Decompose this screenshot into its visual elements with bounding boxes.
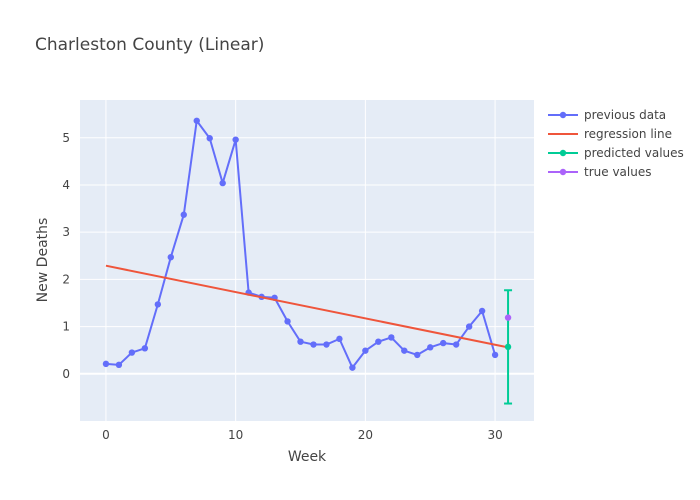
x-axis-title: Week (288, 449, 327, 465)
x-tick-label: 0 (102, 428, 110, 442)
previous-data-point (452, 341, 460, 348)
legend-label: predicted values (584, 146, 684, 160)
legend[interactable]: previous data regression line predicted va… (548, 108, 684, 179)
previous-data-point (427, 344, 434, 351)
chart-title: Charleston County (Linear) (35, 35, 264, 55)
legend-item[interactable]: true values (548, 165, 651, 179)
previous-data-point (349, 364, 356, 371)
y-tick-label: 1 (62, 320, 70, 334)
y-tick-label: 5 (62, 131, 70, 145)
previous-data-point (388, 334, 395, 341)
previous-data-point (193, 117, 200, 124)
y-tick-label: 3 (62, 225, 70, 239)
legend-label: true values (584, 165, 651, 179)
previous-data-point (180, 211, 187, 218)
previous-data-point (128, 349, 136, 356)
legend-label: regression line (584, 127, 672, 141)
previous-data-point (401, 347, 408, 354)
y-tick-label: 0 (62, 367, 70, 381)
legend-swatch-marker (559, 111, 567, 119)
previous-data-point (440, 339, 447, 347)
previous-data-point (478, 307, 486, 315)
x-tick-label: 10 (228, 428, 243, 442)
previous-data-point (297, 338, 304, 345)
legend-item[interactable]: regression line (548, 127, 672, 141)
previous-data-point (284, 318, 291, 325)
legend-label: previous data (584, 108, 666, 122)
legend-item[interactable]: previous data (548, 108, 666, 122)
predicted-value-point (504, 343, 512, 351)
regression-line (105, 264, 509, 349)
previous-data-point (154, 301, 162, 308)
x-tick-label: 30 (487, 428, 502, 442)
previous-data-point (362, 347, 369, 354)
true-value-point (504, 314, 512, 321)
y-axis-ticks: 0 1 2 3 4 5 (62, 131, 70, 381)
y-tick-label: 4 (62, 178, 70, 192)
previous-data-point (414, 351, 421, 359)
y-axis-title: New Deaths (35, 218, 51, 303)
previous-data-point (465, 323, 473, 330)
previous-data-point (310, 341, 317, 348)
x-axis-ticks: 0 10 20 30 (102, 428, 503, 442)
plot-area (80, 100, 534, 421)
plot-background (80, 100, 534, 421)
legend-item[interactable]: predicted values (548, 146, 684, 160)
legend-swatch-marker (559, 168, 567, 176)
previous-data-point (102, 360, 110, 368)
previous-data-point (232, 136, 239, 143)
previous-data-point (141, 345, 149, 352)
previous-data-point (206, 135, 213, 142)
x-tick-label: 20 (358, 428, 373, 442)
previous-data-point (167, 253, 174, 261)
previous-data-point (115, 361, 123, 369)
previous-data-point (491, 351, 499, 359)
y-tick-label: 2 (62, 272, 70, 286)
previous-data-point (323, 341, 330, 348)
previous-data-point (375, 338, 382, 345)
previous-data-point (336, 335, 343, 343)
previous-data-point (219, 179, 226, 187)
legend-swatch-marker (559, 149, 567, 157)
